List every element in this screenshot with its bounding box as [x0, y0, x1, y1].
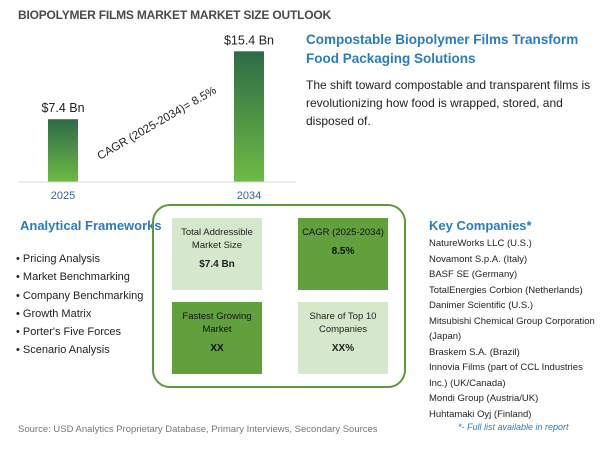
company-item: Mitsubishi Chemical Group Corporation (J… — [429, 315, 595, 343]
framework-item: Scenario Analysis — [16, 341, 143, 359]
fastest-growing-value: XX — [210, 343, 224, 354]
key-companies-list: NatureWorks LLC (U.S.) Novamont S.p.A. (… — [429, 236, 599, 422]
fastest-growing-label: Fastest Growing Market — [182, 311, 252, 335]
key-companies-title: Key Companies* — [429, 218, 532, 233]
company-item: Innovia Films (part of CCL Industries In… — [429, 362, 583, 389]
cagr-annotation: CAGR (2025-2034)= 8.5% — [96, 85, 219, 163]
framework-item: Market Benchmarking — [16, 268, 143, 286]
market-size-chart: $7.4 Bn 2025 $15.4 Bn 2034 CAGR (2025-2034)… — [18, 33, 296, 202]
tam-cell: Total Addressible Market Size $7.4 Bn — [172, 218, 262, 290]
description: The shift toward compostable and transpa… — [306, 78, 591, 128]
page-title: BIOPOLYMER FILMS MARKET MARKET SIZE OUTL… — [18, 8, 331, 22]
cagr-value: 8.5% — [331, 246, 355, 257]
top10-share-value: XX% — [331, 343, 355, 354]
source-note: Source: USD Analytics Proprietary Databa… — [18, 424, 378, 435]
metrics-matrix: Total Addressible Market Size $7.4 Bn CA… — [152, 204, 406, 388]
headline: Compostable Biopolymer Films Transform F… — [306, 32, 579, 66]
company-item: Novamont S.p.A. (Italy) — [429, 253, 528, 265]
framework-item: Growth Matrix — [16, 305, 143, 323]
fastest-growing-cell: Fastest Growing Market XX — [172, 302, 262, 374]
framework-item: Company Benchmarking — [16, 287, 143, 305]
company-item: TotalEnergies Corbion (Netherlands) — [429, 284, 583, 296]
company-item: Mondi Group (Austria/UK) — [429, 393, 539, 404]
top10-share-cell: Share of Top 10 Companies XX% — [298, 302, 388, 374]
analytical-frameworks-list: Pricing Analysis Market Benchmarking Com… — [16, 250, 143, 360]
bar-2034 — [234, 51, 264, 182]
framework-item: Porter's Five Forces — [16, 323, 143, 341]
x-tick-label: 2025 — [51, 190, 75, 202]
tam-label: Total Addressible Market Size — [181, 227, 253, 251]
cagr-label: CAGR (2025-2034) — [302, 227, 384, 238]
company-item: Braskem S.A. (Brazil) — [429, 346, 520, 358]
cagr-cell: CAGR (2025-2034) 8.5% — [298, 218, 388, 290]
x-tick-label: 2034 — [237, 190, 261, 202]
bar-value-label: $15.4 Bn — [224, 33, 274, 47]
top10-share-label: Share of Top 10 Companies — [309, 311, 377, 335]
company-item: Huhtamaki Oyj (Finland) — [429, 408, 532, 420]
analytical-frameworks-title: Analytical Frameworks — [20, 218, 162, 233]
full-list-note: *- Full list available in report — [458, 422, 569, 432]
bar-2025 — [48, 119, 78, 182]
company-item: BASF SE (Germany) — [429, 269, 518, 280]
company-item: NatureWorks LLC (U.S.) — [429, 238, 532, 249]
framework-item: Pricing Analysis — [16, 250, 143, 268]
bar-value-label: $7.4 Bn — [41, 101, 84, 115]
tam-value: $7.4 Bn — [199, 259, 235, 270]
company-item: Danimer Scientific (U.S.) — [429, 300, 533, 311]
